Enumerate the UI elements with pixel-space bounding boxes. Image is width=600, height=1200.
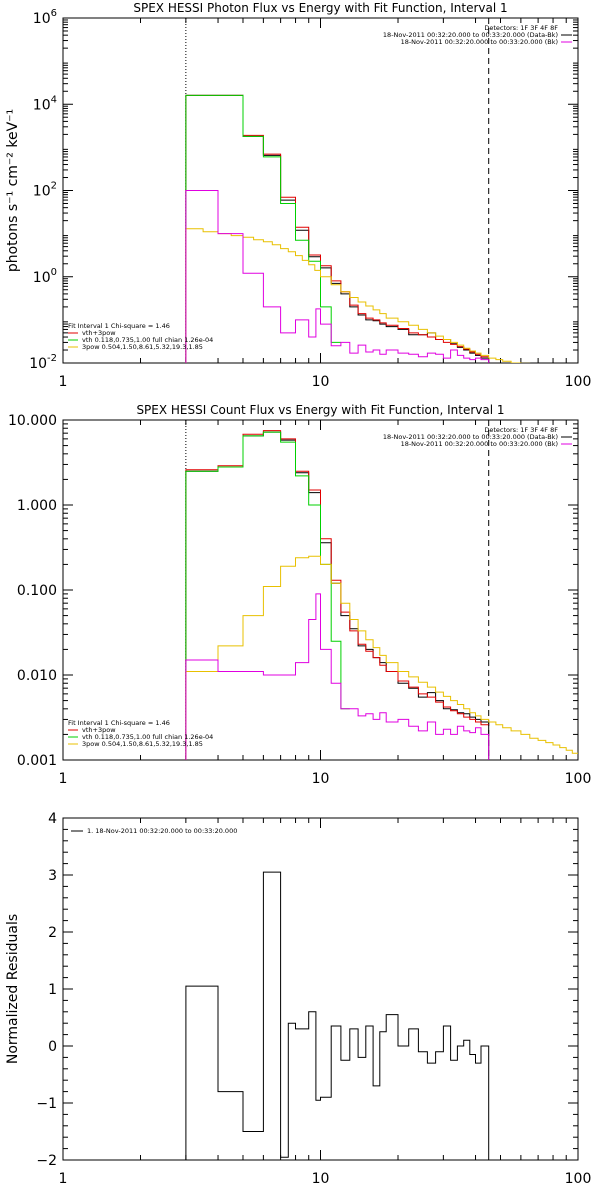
chart-panel-2: SPEX HESSI Count Flux vs Energy with Fit…: [8, 403, 591, 787]
x-tick-label: 1: [59, 1171, 68, 1187]
series-vth: [185, 431, 350, 760]
x-tick-label: 10: [312, 374, 330, 390]
y-tick-label: 0.001: [17, 753, 57, 769]
legend-entry-label: 18-Nov-2011 00:32:20.000 to 00:33:20.000…: [383, 433, 558, 441]
y-tick-label: 1: [48, 982, 57, 998]
series-bk: [185, 190, 490, 363]
legend-entry-label: vth 0.118,0.735,1.00 full chian 1.26e-04: [82, 336, 213, 344]
series-bk: [185, 593, 490, 760]
y-tick-exponent: 4: [51, 94, 57, 105]
series-3pow: [185, 228, 531, 363]
x-tick-label: 10: [312, 1171, 330, 1187]
y-axis-label: photons s⁻¹ cm⁻² keV⁻¹: [5, 109, 21, 272]
plot-frame: [62, 419, 579, 761]
y-tick-label: −1: [36, 1096, 57, 1112]
y-tick-label: 104: [33, 94, 57, 113]
legend-fit: Fit Interval 1 Chi-square = 1.46vth+3pow…: [68, 719, 213, 748]
legend-entry-label: 3pow 0.504,1.50,8.61,5.32,19.3,1.85: [82, 740, 203, 748]
y-axis-label: Normalized Residuals: [5, 914, 21, 1064]
chart-panel-1: SPEX HESSI Photon Flux vs Energy with Fi…: [5, 1, 591, 390]
y-tick-label: 4: [48, 811, 57, 827]
legend-top: 1. 18-Nov-2011 00:32:20.000 to 00:33:20.…: [71, 827, 237, 835]
y-tick-exponent: 0: [51, 267, 57, 278]
x-tick-label: 10: [312, 771, 330, 787]
legend-entry-label: 1. 18-Nov-2011 00:32:20.000 to 00:33:20.…: [87, 827, 237, 835]
plot-area: [185, 430, 578, 760]
legend-entry-label: 18-Nov-2011 00:32:20.000 to 00:33:20.000…: [401, 440, 558, 448]
series-vth+3pow: [185, 94, 489, 363]
legend-entry-label: vth 0.118,0.735,1.00 full chian 1.26e-04: [82, 733, 213, 741]
y-tick-label: 100: [33, 267, 57, 286]
legend-entry-label: 18-Nov-2011 00:32:20.000 to 00:33:20.000…: [383, 31, 558, 39]
series-vth+3pow: [185, 430, 489, 760]
x-tick-label: 100: [565, 374, 592, 390]
y-tick-label: 0: [48, 1039, 57, 1055]
series-data-bk: [185, 431, 490, 760]
legend-fit: Fit Interval 1 Chi-square = 1.46vth+3pow…: [68, 322, 213, 351]
y-tick-label: −2: [36, 1153, 57, 1169]
series-3pow: [185, 555, 578, 760]
y-tick-label: 106: [33, 8, 57, 27]
y-tick-label: 10.000: [8, 413, 57, 429]
series-data-bk: [185, 94, 490, 363]
y-tick-exponent: 2: [51, 181, 57, 192]
x-tick-label: 1: [59, 374, 68, 390]
legend-entry-label: vth+3pow: [82, 329, 116, 337]
y-tick-label: 3: [48, 868, 57, 884]
legend-entry-label: 3pow 0.504,1.50,8.61,5.32,19.3,1.85: [82, 343, 203, 351]
chart-title: SPEX HESSI Count Flux vs Energy with Fit…: [136, 403, 504, 417]
plot-area: [185, 871, 490, 1160]
y-tick-label: 1.000: [17, 498, 57, 514]
y-tick-label: 102: [33, 181, 57, 200]
chart-panel-3: 1 10 100 −2 −1 0 1 2 3 4 Normalized Residuals 1. 18…: [5, 811, 591, 1187]
y-tick-exponent: 6: [51, 8, 57, 19]
x-tick-label: 100: [565, 771, 592, 787]
y-tick-label: 10-2: [29, 353, 57, 372]
legend-header: Detectors: 1F 3F 4F 8F: [484, 24, 558, 32]
y-tick-base: 10: [33, 270, 51, 286]
y-tick-base: 10: [29, 356, 47, 372]
series-vth: [185, 94, 341, 363]
y-tick-label: 0.100: [17, 583, 57, 599]
legend-header: Detectors: 1F 3F 4F 8F: [484, 426, 558, 434]
series-residuals: [185, 871, 490, 1160]
legend-entry-label: vth+3pow: [82, 726, 116, 734]
y-tick-label: 2: [48, 925, 57, 941]
y-tick-exponent: -2: [47, 353, 57, 364]
plot-area: [185, 94, 531, 363]
x-tick-label: 100: [565, 1171, 592, 1187]
x-tick-label: 1: [59, 771, 68, 787]
y-tick-base: 10: [33, 184, 51, 200]
legend-fit-header: Fit Interval 1 Chi-square = 1.46: [68, 719, 170, 727]
plot-frame: [62, 817, 579, 1161]
y-tick-base: 10: [33, 11, 51, 27]
y-tick-base: 10: [33, 97, 51, 113]
legend-fit-header: Fit Interval 1 Chi-square = 1.46: [68, 322, 170, 330]
chart-title: SPEX HESSI Photon Flux vs Energy with Fi…: [133, 1, 507, 15]
y-tick-label: 0.010: [17, 668, 57, 684]
legend-entry-label: 18-Nov-2011 00:32:20.000 to 00:33:20.000…: [401, 38, 558, 46]
